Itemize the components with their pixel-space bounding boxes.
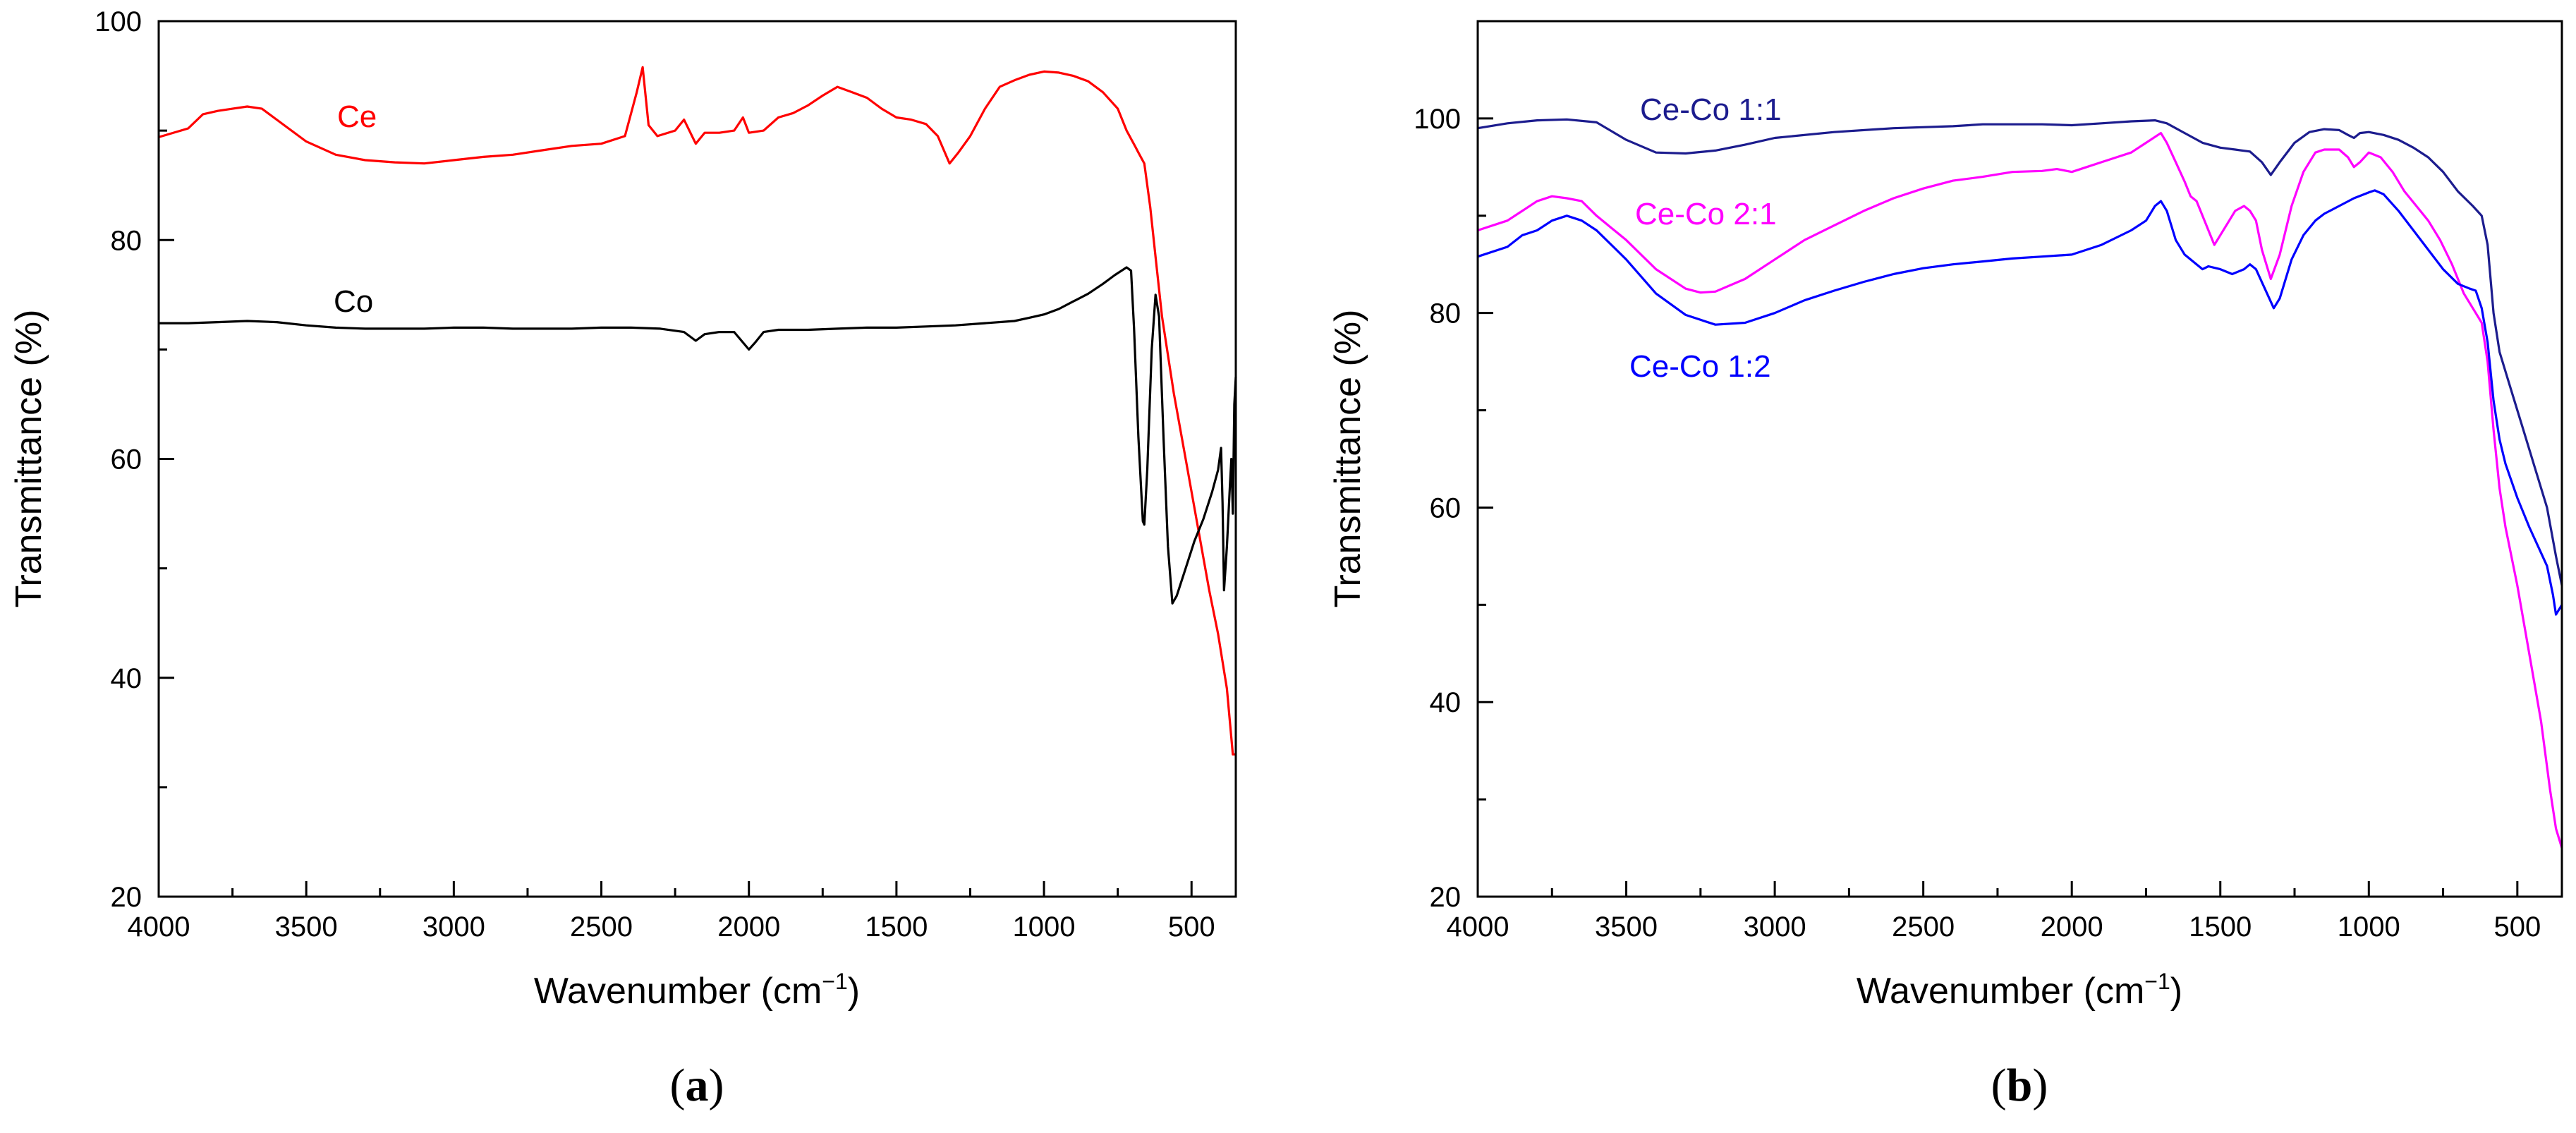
chart-a-series-line-1	[159, 266, 1237, 605]
chart-a-y-tick-label: 20	[111, 882, 142, 913]
chart-panel-b: 4000 3500 3000 2500 2000 1500 1000 500 20 40 60 80 1…	[1328, 20, 2563, 1111]
chart-a-ticks: 4000 3500 3000 2500 2000 1500 1000 500 20 40 60 80 1…	[95, 6, 1215, 943]
chart-a-panel-label: (a)	[670, 1060, 724, 1111]
chart-a-y-tick-label: 80	[111, 225, 142, 256]
chart-a-series-line-0	[158, 66, 1236, 756]
chart-b-panel-letter: b	[2007, 1060, 2033, 1111]
chart-b-series-label-2-1: Ce-Co 2:1	[1635, 197, 1777, 231]
chart-b-series-line-2	[1477, 189, 2563, 616]
chart-b-y-tick-label: 60	[1430, 492, 1462, 523]
chart-panel-a: 4000 3500 3000 2500 2000 1500 1000 500 20 40 60 80 1…	[8, 6, 1237, 1111]
chart-b-x-tick-label: 3500	[1595, 911, 1658, 943]
chart-a-y-tick-label: 100	[95, 6, 142, 37]
chart-b-series-label-1-1: Ce-Co 1:1	[1640, 92, 1782, 127]
chart-b-x-tick-label: 500	[2493, 911, 2541, 943]
chart-a-x-tick-label: 500	[1168, 911, 1215, 943]
chart-a-ylabel: Transmittance (%)	[8, 310, 49, 608]
chart-b-series-line-0	[1477, 118, 2563, 586]
chart-b-series-group	[1477, 118, 2563, 849]
chart-a-xlabel-sup: −1	[822, 969, 847, 994]
chart-b-x-tick-label: 2500	[1892, 911, 1955, 943]
chart-a-xlabel-close: )	[848, 971, 860, 1012]
chart-b-x-tick-label: 4000	[1447, 911, 1509, 943]
chart-b-x-tick-label: 1000	[2338, 911, 2400, 943]
chart-b-x-tick-label: 2000	[2041, 911, 2103, 943]
chart-b-plot-frame	[1476, 20, 2563, 898]
chart-b-panel-label: (b)	[1991, 1060, 2048, 1111]
chart-b-x-tick-label: 3000	[1744, 911, 1806, 943]
chart-a-x-tick-label: 4000	[128, 911, 190, 943]
chart-b-y-tick-label: 80	[1430, 298, 1462, 329]
chart-b-y-tick-label: 100	[1414, 104, 1461, 135]
chart-a-series-label-ce: Ce	[337, 99, 377, 134]
chart-a-y-tick-label: 40	[111, 663, 142, 694]
chart-a-series-group	[158, 66, 1237, 756]
chart-a-xlabel-main: Wavenumber (cm	[534, 971, 822, 1012]
chart-b-x-tick-label: 1500	[2189, 911, 2252, 943]
chart-b-ylabel: Transmittance (%)	[1328, 310, 1368, 608]
chart-b-xlabel-close: )	[2170, 971, 2182, 1012]
chart-b-xlabel-sup: −1	[2144, 969, 2170, 994]
chart-a-y-tick-label: 60	[111, 444, 142, 475]
chart-b-series-label-1-2: Ce-Co 1:2	[1629, 349, 1771, 384]
chart-b-xlabel-main: Wavenumber (cm	[1857, 971, 2144, 1012]
chart-a-x-tick-label: 1500	[865, 911, 928, 943]
chart-a-x-tick-label: 2000	[717, 911, 780, 943]
chart-b-y-tick-label: 20	[1430, 882, 1462, 913]
chart-a-xlabel: Wavenumber (cm−1)	[534, 969, 860, 1012]
chart-b-xlabel: Wavenumber (cm−1)	[1857, 969, 2182, 1012]
chart-a-x-tick-label: 3500	[275, 911, 338, 943]
chart-a-x-tick-label: 2500	[570, 911, 633, 943]
chart-b-y-tick-label: 40	[1430, 687, 1462, 718]
chart-a-series-label-co: Co	[334, 284, 373, 319]
chart-b-series-line-1	[1477, 132, 2563, 849]
chart-a-x-tick-label: 1000	[1013, 911, 1076, 943]
chart-b-ticks: 4000 3500 3000 2500 2000 1500 1000 500 20 40 60 80 1…	[1414, 104, 2541, 943]
chart-a-panel-letter: a	[686, 1060, 709, 1111]
chart-a-x-tick-label: 3000	[423, 911, 485, 943]
